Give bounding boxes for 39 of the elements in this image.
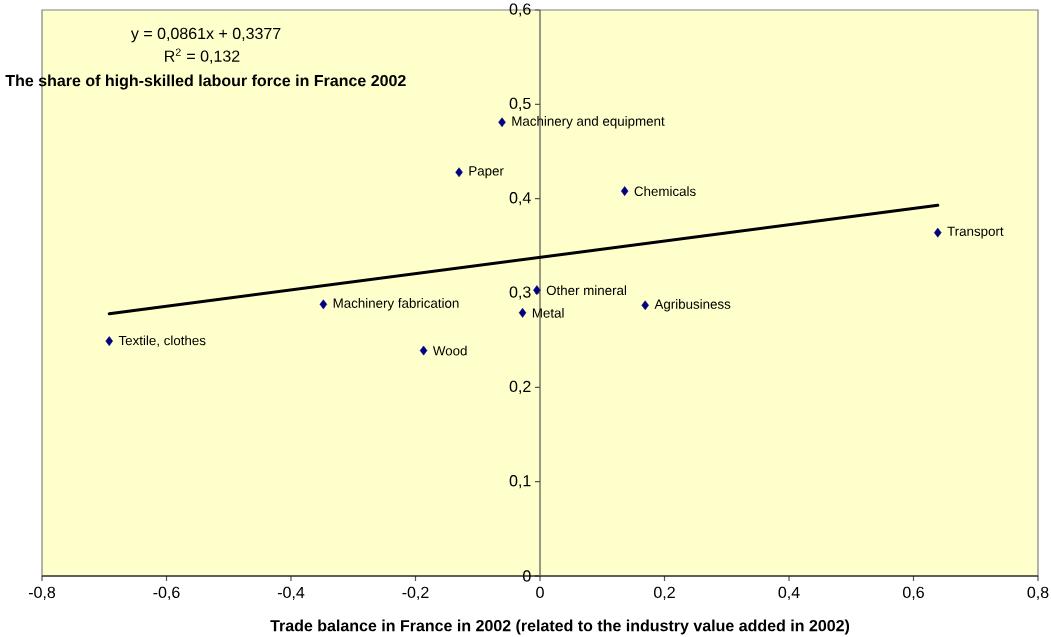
series-label: Transport <box>947 226 1004 239</box>
annotation: y = 0,0861x + 0,3377 <box>130 27 281 43</box>
x-tick-label: -0,4 <box>277 586 305 600</box>
point <box>498 117 506 128</box>
series-label: Textile, clothes <box>118 335 206 347</box>
series-label: Machinery and equipment <box>512 116 665 129</box>
point <box>455 167 463 178</box>
x-tick-label: -0,6 <box>153 586 180 600</box>
point <box>620 186 629 196</box>
y-tick-label: 0,1 <box>509 475 531 489</box>
annotation: R$^{2}$ = 0,132 <box>165 48 240 64</box>
x-tick-label: 0 <box>536 586 544 599</box>
y-tick-label: 0,3 <box>509 286 531 300</box>
point <box>641 300 649 311</box>
series-label: Wood <box>432 345 467 356</box>
point <box>419 345 428 356</box>
point <box>518 307 527 318</box>
series-label: Paper <box>469 166 504 179</box>
series-label: Agribusiness <box>654 299 731 312</box>
y-tick-label: 0,5 <box>509 97 531 111</box>
x-axis-title: Trade balance in France in 2002 (related to the industry value added in 2002) <box>270 619 850 635</box>
series-label: Machinery fabrication <box>333 298 459 311</box>
point <box>105 336 113 346</box>
point <box>319 299 328 310</box>
y-axis-title: The share of high-skilled labour force in France 2002 <box>5 74 406 90</box>
y-tick-label: 0,6 <box>509 3 531 17</box>
series-label: Metal <box>532 307 564 318</box>
series-label: Chemicals <box>634 186 696 197</box>
x-tick-label: 0,8 <box>1027 586 1049 600</box>
y-tick-label: 0,2 <box>509 380 531 394</box>
x-tick-label: 0,2 <box>654 586 675 600</box>
x-tick-label: 0,6 <box>903 586 924 600</box>
point <box>934 227 942 238</box>
y-tick-label: 0,4 <box>509 192 531 206</box>
x-tick-label: -0,2 <box>402 586 429 600</box>
point <box>533 285 541 296</box>
x-tick-label: -0,8 <box>28 586 56 600</box>
x-tick-label: 0,4 <box>778 586 800 600</box>
series-label: Other mineral <box>546 285 627 296</box>
